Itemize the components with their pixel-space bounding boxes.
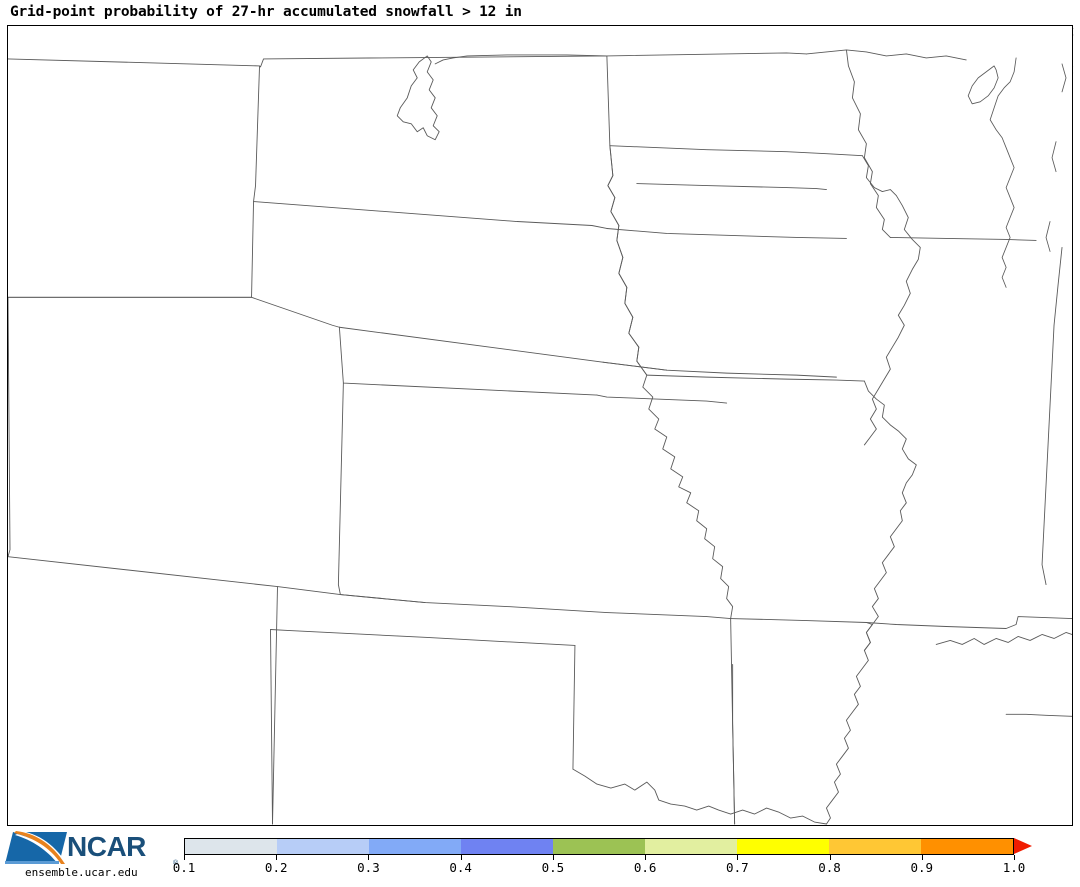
colorbar-band-0 [185, 839, 277, 854]
colorbar-tick-label-6: 0.7 [726, 860, 749, 875]
colorbar-band-8 [921, 839, 1013, 854]
colorbar-band-4 [553, 839, 645, 854]
ncar-url-label: ensemble.ucar.edu [25, 866, 138, 879]
colorbar-tick-5 [645, 855, 647, 860]
door-peninsula [967, 65, 999, 105]
wisconsin-north-border [806, 49, 967, 61]
iowa-mississippi-river-east [861, 155, 921, 446]
michigan-state-line [1061, 63, 1067, 93]
kansas-oklahoma-line [339, 594, 732, 619]
colorbar-tick-label-4: 0.5 [541, 860, 565, 875]
colorado-kansas-line [337, 382, 344, 596]
lake-michigan-west-shore [989, 57, 1017, 288]
nebraska-missouri-river [606, 55, 734, 619]
colorbar[interactable]: 0.1 0.2 0.3 0.4 0.5 0.6 0.7 0.8 0.9 1.0 [173, 838, 1072, 884]
colorbar-band-2 [369, 839, 461, 854]
illinois-indiana-line [1041, 246, 1063, 586]
colorbar-tick-label-8: 0.9 [910, 860, 934, 875]
texas-panhandle-east [572, 645, 576, 770]
colorbar-band-3 [461, 839, 553, 854]
new-mexico-east-border [272, 586, 278, 825]
north-south-dakota-line [606, 228, 847, 239]
header-bar: Grid-point probability of 27-hr accumula… [0, 0, 1080, 76]
minnesota-iowa-line [636, 183, 827, 191]
oklahoma-panhandle-west [270, 629, 273, 825]
iowa-missouri-river-west [607, 145, 648, 376]
colorbar-tick-3 [460, 855, 462, 860]
registered-trademark-icon: ® [173, 860, 179, 867]
colorbar-band-7 [829, 839, 921, 854]
map-canvas[interactable] [7, 25, 1073, 826]
colorbar-extend-arrow-icon [1014, 838, 1032, 854]
colorbar-ticks [184, 855, 1015, 861]
colorbar-tick-label-1: 0.2 [264, 860, 288, 875]
colorbar-tick-6 [737, 855, 739, 860]
minnesota-canada-border [434, 54, 608, 65]
ncar-logo[interactable]: NCAR ® ensemble.ucar.edu [5, 830, 179, 884]
colorbar-tick-label-0: 0.1 [172, 860, 196, 875]
montana-wyoming-line [253, 65, 260, 203]
colorbar-tick-2 [368, 855, 370, 860]
colorbar-band-5 [645, 839, 737, 854]
colorbar-tick-label-2: 0.3 [357, 860, 380, 875]
lake-of-the-woods [396, 55, 440, 141]
kentucky-tennessee-line [1005, 713, 1072, 717]
colorbar-tick-7 [829, 855, 831, 860]
colorbar-band-6 [737, 839, 829, 854]
colorbar-band-1 [277, 839, 369, 854]
colorado-west-border [8, 296, 11, 558]
colorbar-tick-label-7: 0.8 [818, 860, 841, 875]
colorbar-tick-9 [1014, 855, 1015, 860]
missouri-mississippi-river [826, 380, 917, 825]
colorado-nebraska-line [338, 326, 598, 396]
page-title: Grid-point probability of 27-hr accumula… [10, 4, 522, 20]
oklahoma-texas-red-river [572, 768, 827, 825]
south-dakota-nebraska-line [602, 361, 837, 378]
colorbar-tick-label-3: 0.4 [449, 860, 472, 875]
colorbar-tick-label-9: 1.0 [1002, 860, 1026, 875]
minnesota-north-border [606, 52, 807, 57]
minnesota-wisconsin-line [845, 49, 891, 238]
colorbar-tick-labels: 0.1 0.2 0.3 0.4 0.5 0.6 0.7 0.8 0.9 1.0 [173, 860, 1026, 880]
state-boundaries-layer [8, 49, 1072, 825]
colorbar-tick-8 [921, 855, 923, 860]
montana-south-border [8, 201, 608, 298]
michigan-segment-b [1051, 141, 1057, 173]
colorbar-tick-0 [184, 855, 185, 860]
missouri-bootheel [863, 622, 873, 651]
iowa-missouri-south-border [646, 374, 865, 382]
michigan-segment-c [1045, 221, 1051, 252]
colorbar-bands [184, 838, 1014, 855]
oklahoma-panhandle-north [270, 629, 576, 646]
arkansas-west-border [732, 663, 736, 825]
wyoming-colorado-line [8, 296, 340, 328]
missouri-arkansas-line [730, 616, 1072, 629]
ohio-river-kentucky [935, 632, 1072, 645]
footer-bar: NCAR ® ensemble.ucar.edu 0.1 0.2 0.3 0.4 0.5… [0, 826, 1080, 887]
iowa-north-border [609, 145, 863, 157]
colorado-south-border [8, 556, 426, 604]
ncar-wordmark: NCAR [67, 831, 146, 862]
nebraska-kansas-line [596, 394, 728, 404]
ncar-logo-mark [5, 830, 67, 864]
montana-outline [8, 55, 608, 68]
colorbar-tick-label-5: 0.6 [633, 860, 657, 875]
colorbar-tick-1 [276, 855, 278, 860]
illinois-wisconsin-line [889, 237, 1037, 241]
colorbar-tick-4 [552, 855, 554, 860]
